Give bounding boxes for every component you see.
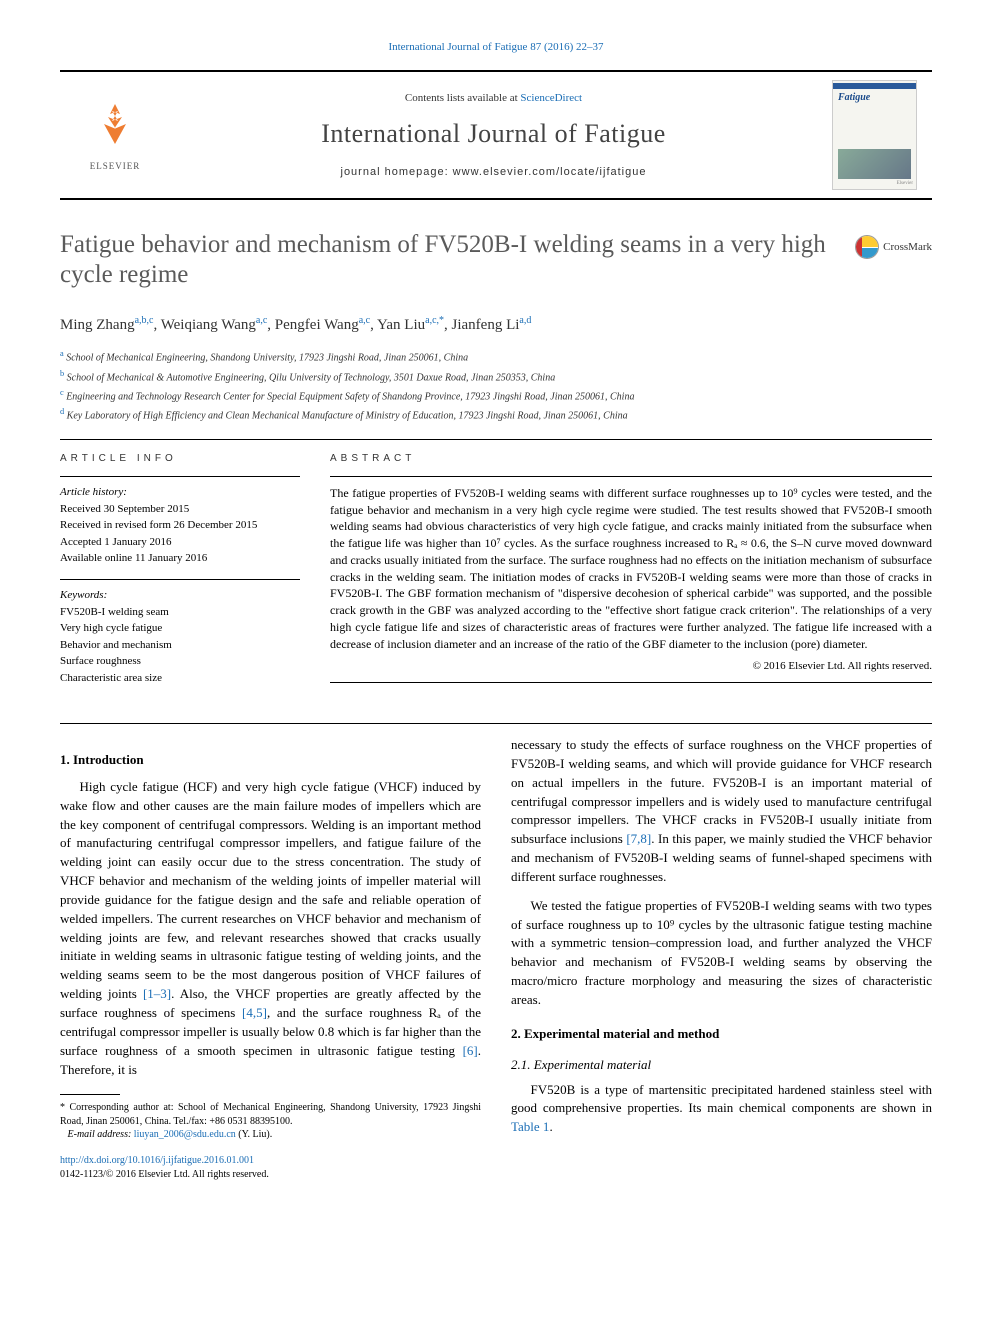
body-columns: 1. Introduction High cycle fatigue (HCF)… [60,736,932,1183]
author-affil-sup[interactable]: a,b,c [135,315,154,326]
corresponding-footnote: * Corresponding author at: School of Mec… [60,1101,481,1128]
history-line: Accepted 1 January 2016 [60,535,300,550]
abstract: ABSTRACT The fatigue properties of FV520… [330,452,932,698]
article-info-head: ARTICLE INFO [60,452,300,466]
rule [60,723,932,724]
journal-header: ELSEVIER Contents lists available at Sci… [60,70,932,200]
author-affil-sup[interactable]: a,d [519,315,531,326]
section-head-intro: 1. Introduction [60,751,481,770]
elsevier-text: ELSEVIER [90,160,141,173]
author-affil-sup[interactable]: a,c, [425,315,439,326]
crossmark-badge[interactable]: CrossMark [855,235,932,259]
journal-name: International Journal of Fatigue [180,116,807,152]
history-line: Received in revised form 26 December 201… [60,518,300,533]
corresponding-star[interactable]: * [439,315,444,326]
abstract-head: ABSTRACT [330,452,932,466]
crossmark-label: CrossMark [883,240,932,255]
keyword: Behavior and mechanism [60,638,300,653]
author-affil-sup[interactable]: a,c [359,315,370,326]
citation-link[interactable]: [1–3] [143,986,171,1001]
citation-link[interactable]: [4,5] [242,1005,267,1020]
subsection-head-material: 2.1. Experimental material [511,1056,932,1075]
body-paragraph: necessary to study the effects of surfac… [511,736,932,887]
article-info: ARTICLE INFO Article history: Received 3… [60,452,300,698]
keyword: FV520B-I welding seam [60,605,300,620]
citation-link[interactable]: [7,8] [626,831,651,846]
rule [60,476,300,477]
journal-homepage[interactable]: journal homepage: www.elsevier.com/locat… [180,165,807,180]
email-link[interactable]: liuyan_2006@sdu.edu.cn [134,1129,236,1140]
footnote-sep [60,1094,120,1095]
body-paragraph: We tested the fatigue properties of FV52… [511,897,932,1010]
author-affil-sup[interactable]: a,c [256,315,267,326]
doi-link[interactable]: http://dx.doi.org/10.1016/j.ijfatigue.20… [60,1154,481,1169]
cover-publisher: Elsevier [897,180,913,187]
abstract-text: The fatigue properties of FV520B-I weldi… [330,485,932,653]
elsevier-tree-icon [90,99,140,157]
rule [60,579,300,580]
keywords-head: Keywords: [60,588,300,603]
doi-block: http://dx.doi.org/10.1016/j.ijfatigue.20… [60,1154,481,1183]
history-line: Available online 11 January 2016 [60,551,300,566]
keyword: Characteristic area size [60,671,300,686]
journal-cover[interactable]: Fatigue Elsevier [832,80,917,190]
affiliation: d Key Laboratory of High Efficiency and … [60,406,932,423]
section-head-experimental: 2. Experimental material and method [511,1025,932,1044]
email-footnote: E-mail address: liuyan_2006@sdu.edu.cn (… [60,1128,481,1142]
article-title: Fatigue behavior and mechanism of FV520B… [60,230,840,290]
elsevier-logo[interactable]: ELSEVIER [75,90,155,180]
affiliations: a School of Mechanical Engineering, Shan… [60,348,932,423]
crossmark-icon [855,235,879,259]
rule [60,439,932,440]
rule [330,682,932,683]
affiliation: a School of Mechanical Engineering, Shan… [60,348,932,365]
keyword: Surface roughness [60,654,300,669]
contents-prefix: Contents lists available at [405,92,520,104]
column-right: necessary to study the effects of surfac… [511,736,932,1183]
table-link[interactable]: Table 1 [511,1119,549,1134]
history-head: Article history: [60,485,300,500]
column-left: 1. Introduction High cycle fatigue (HCF)… [60,736,481,1183]
authors: Ming Zhanga,b,c, Weiqiang Wanga,c, Pengf… [60,314,932,336]
header-citation[interactable]: International Journal of Fatigue 87 (201… [60,40,932,55]
issn-line: 0142-1123/© 2016 Elsevier Ltd. All right… [60,1168,481,1183]
contents-line: Contents lists available at ScienceDirec… [180,91,807,106]
citation-link[interactable]: [6] [463,1043,478,1058]
body-paragraph: FV520B is a type of martensitic precipit… [511,1081,932,1138]
cover-title: Fatigue [838,91,870,105]
rule [330,476,932,477]
keyword: Very high cycle fatigue [60,621,300,636]
history-line: Received 30 September 2015 [60,502,300,517]
header-center: Contents lists available at ScienceDirec… [170,81,817,190]
affiliation: b School of Mechanical & Automotive Engi… [60,368,932,385]
affiliation: c Engineering and Technology Research Ce… [60,387,932,404]
body-paragraph: High cycle fatigue (HCF) and very high c… [60,778,481,1080]
copyright: © 2016 Elsevier Ltd. All rights reserved… [330,659,932,674]
sciencedirect-link[interactable]: ScienceDirect [520,92,582,104]
